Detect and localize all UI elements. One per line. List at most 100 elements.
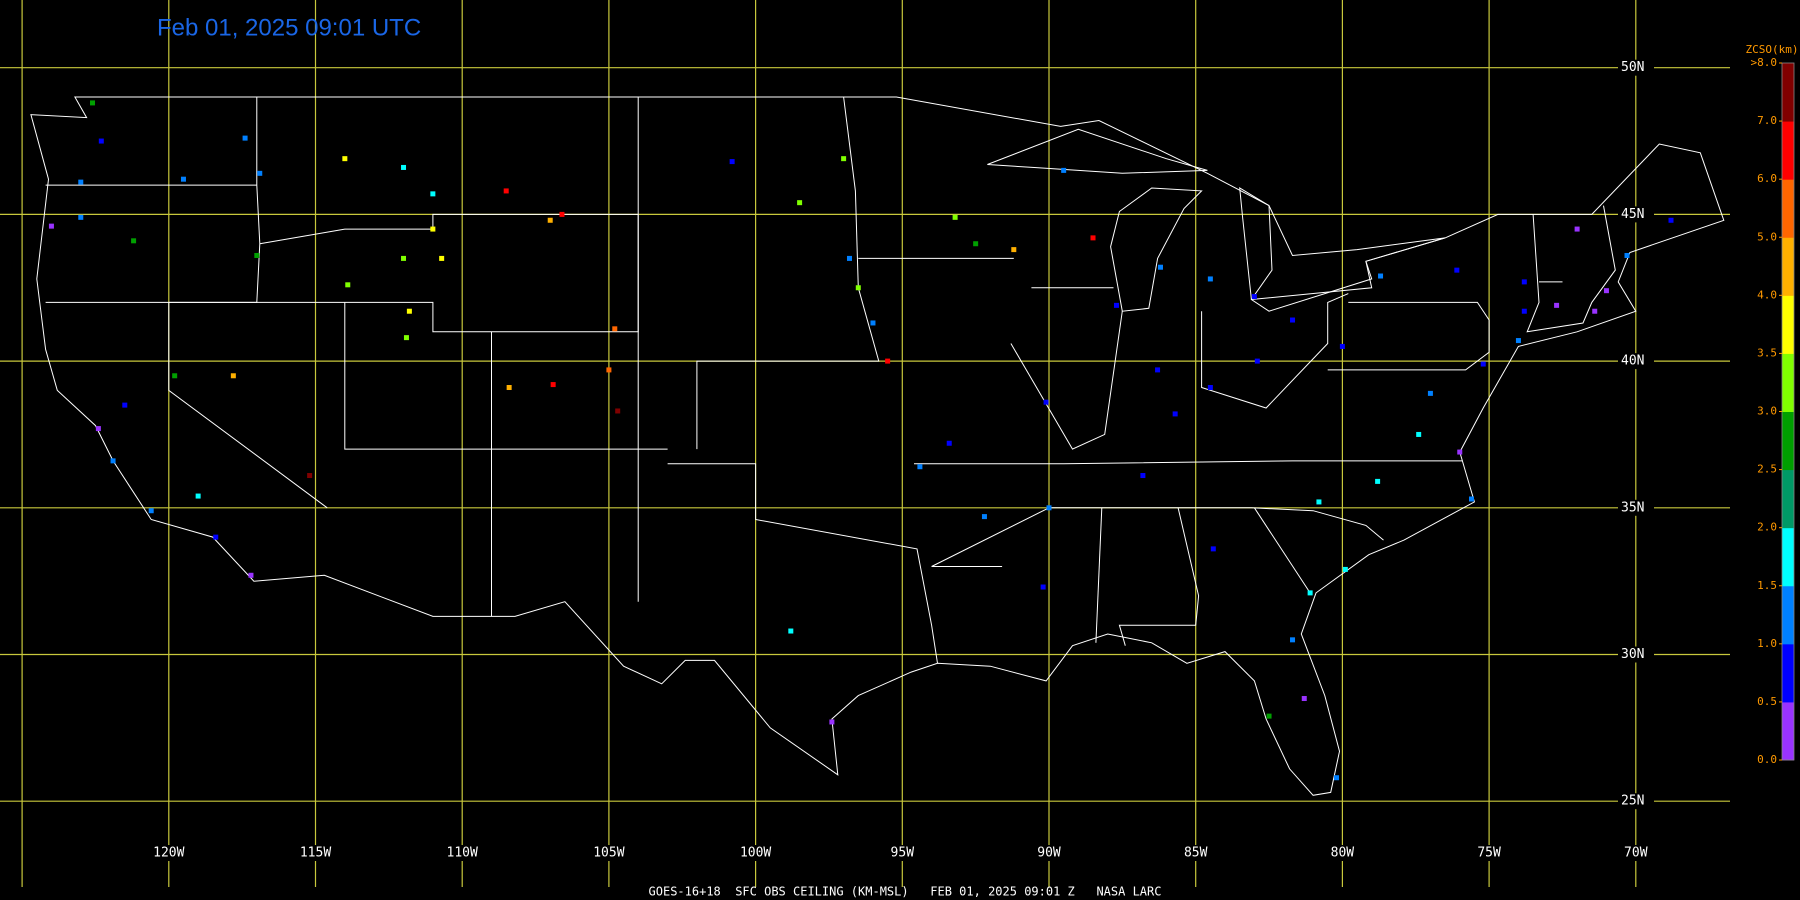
lake	[1110, 187, 1203, 312]
station-ceiling	[406, 308, 412, 314]
colorbar-label: 6.0	[1757, 172, 1777, 185]
colorbar-bin	[1782, 63, 1794, 122]
label-backdrop	[1618, 499, 1654, 516]
station-ceiling	[122, 402, 128, 408]
lake	[987, 128, 1208, 174]
station-ceiling	[1468, 496, 1474, 502]
station-ceiling	[503, 188, 509, 194]
station-ceiling	[78, 214, 84, 220]
station-ceiling	[195, 493, 201, 499]
borders	[30, 96, 1725, 796]
station-ceiling	[78, 179, 84, 185]
label-backdrop	[1027, 845, 1071, 861]
state-border	[667, 463, 938, 664]
lon-label: 120W	[153, 846, 184, 861]
label-backdrop	[733, 845, 778, 861]
colorbar-label: 7.0	[1757, 114, 1777, 127]
station-ceiling	[952, 214, 958, 220]
lat-label: 45N	[1621, 207, 1644, 222]
station-ceiling	[1011, 247, 1017, 253]
station-ceiling	[870, 320, 876, 326]
station-ceiling	[1603, 288, 1609, 294]
station-ceiling	[148, 508, 154, 514]
station-ceiling	[342, 156, 348, 162]
observations	[48, 100, 1674, 781]
station-ceiling	[612, 326, 618, 332]
label-backdrop	[146, 845, 191, 861]
lon-label: 115W	[300, 846, 331, 861]
lon-label: 95W	[891, 846, 915, 861]
station-ceiling	[1416, 431, 1422, 437]
colorbar-label: 0.5	[1757, 695, 1777, 708]
station-ceiling	[1334, 775, 1340, 781]
graticule	[0, 0, 1730, 887]
station-ceiling	[1210, 546, 1216, 552]
lon-label: 80W	[1331, 846, 1355, 861]
station-ceiling	[1521, 308, 1527, 314]
station-ceiling	[1172, 411, 1178, 417]
lat-label: 40N	[1621, 354, 1644, 369]
station-ceiling	[973, 241, 979, 247]
state-border	[1327, 301, 1490, 371]
station-ceiling	[1375, 478, 1381, 484]
colorbar: ZCSO(km) 0.0 0.5 1.0 1.5 2.0 2.5 3.0 3.5 4.0 5.0 6.…	[1746, 43, 1799, 766]
station-ceiling	[1207, 385, 1213, 391]
state-border	[1118, 507, 1200, 646]
label-backdrop	[293, 845, 338, 861]
label-backdrop	[440, 845, 485, 861]
station-ceiling	[1266, 713, 1272, 719]
station-ceiling	[401, 255, 407, 261]
station-ceiling	[1339, 343, 1345, 349]
station-ceiling	[1624, 252, 1630, 258]
colorbar-label: 3.5	[1757, 346, 1777, 359]
station-ceiling	[1046, 505, 1052, 511]
label-backdrop	[1173, 845, 1218, 861]
lat-label: 30N	[1621, 647, 1644, 662]
station-ceiling	[1090, 235, 1096, 241]
colorbar-bin	[1782, 121, 1794, 180]
station-ceiling	[439, 255, 445, 261]
station-ceiling	[1140, 473, 1146, 479]
label-backdrop	[1618, 353, 1654, 370]
station-ceiling	[1307, 590, 1313, 596]
colorbar-label: 1.5	[1757, 579, 1777, 592]
colorbar-bin	[1782, 237, 1794, 296]
station-ceiling	[606, 367, 612, 373]
station-ceiling	[829, 719, 835, 725]
label-backdrop	[1613, 845, 1658, 861]
colorbar-label: 3.0	[1757, 405, 1777, 418]
station-ceiling	[401, 164, 407, 170]
state-border	[931, 507, 1384, 567]
colorbar-label: 5.0	[1757, 230, 1777, 243]
station-ceiling	[95, 426, 101, 432]
lon-label: 70W	[1624, 846, 1648, 861]
label-backdrop	[1320, 845, 1365, 861]
station-ceiling	[1043, 399, 1049, 405]
colorbar-label: 4.0	[1757, 288, 1777, 301]
state-border	[1526, 205, 1616, 333]
station-ceiling	[307, 473, 313, 479]
station-ceiling	[547, 217, 553, 223]
footer: GOES-16+18 SFC OBS CEILING (KM-MSL) FEB …	[649, 885, 1162, 899]
station-ceiling	[403, 335, 409, 341]
colorbar-bin	[1782, 411, 1794, 471]
label-backdrop	[1618, 793, 1654, 810]
station-ceiling	[98, 138, 104, 144]
label-backdrop	[1618, 59, 1654, 76]
lon-label: 100W	[740, 846, 771, 861]
station-ceiling	[1254, 358, 1260, 364]
station-ceiling	[1515, 338, 1521, 344]
station-ceiling	[345, 282, 351, 288]
colorbar-bin	[1782, 527, 1794, 587]
station-ceiling	[841, 156, 847, 162]
station-ceiling	[430, 226, 436, 232]
station-ceiling	[257, 170, 263, 176]
colorbar-bin	[1782, 295, 1794, 354]
colorbar-title: ZCSO(km)	[1746, 43, 1799, 56]
station-ceiling	[1290, 637, 1296, 643]
colorbar-label: 2.0	[1757, 521, 1777, 534]
lat-label: 25N	[1621, 794, 1644, 809]
state-border	[1201, 293, 1349, 409]
